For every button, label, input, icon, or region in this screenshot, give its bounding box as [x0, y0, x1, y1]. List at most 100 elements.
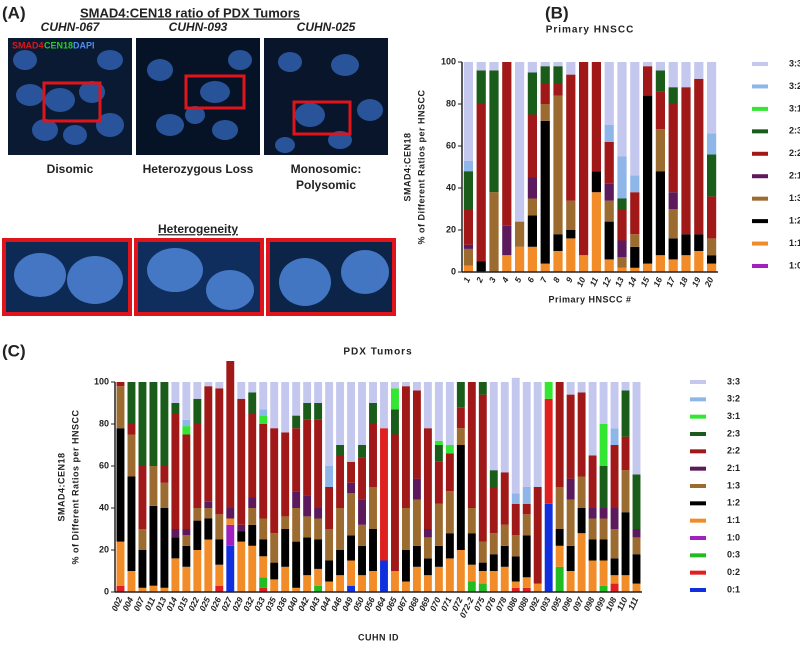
bar-segment [694, 251, 704, 272]
legend-label: 1:0 [727, 532, 740, 542]
y-tick-label: 100 [441, 56, 456, 66]
bar-segment [358, 499, 366, 525]
bar-segment [621, 390, 630, 437]
bar-segment [127, 424, 136, 435]
bar-segment [336, 455, 345, 508]
bar-segment [553, 251, 563, 272]
bar-segment [325, 529, 334, 561]
y-tick-label: 40 [446, 182, 456, 192]
bar-segment [522, 514, 531, 536]
bar-segment [401, 386, 410, 508]
bar-segment [655, 91, 666, 130]
legend-label: 1:3 [727, 480, 740, 490]
bar-segment [314, 403, 323, 420]
bar-segment [456, 382, 465, 408]
bar-segment [599, 466, 608, 508]
bar-segment [489, 470, 498, 487]
bar-segment [325, 487, 334, 529]
bar-segment [566, 200, 576, 230]
bar-segment [248, 413, 257, 498]
bar-segment [292, 382, 301, 416]
bar-segment [248, 545, 257, 592]
legend-swatch [690, 432, 706, 436]
bar-segment [577, 392, 586, 477]
legend-swatch [690, 501, 706, 506]
bar-segment [160, 587, 169, 592]
bar-segment [237, 382, 246, 399]
bar-segment [511, 556, 520, 582]
bar-segment [358, 382, 366, 445]
bar-segment [604, 221, 614, 260]
bar-segment [617, 240, 627, 258]
bar-segment [434, 566, 443, 592]
bar-segment [610, 428, 619, 445]
bar-segment [434, 461, 443, 504]
x-tick-label: 4 [499, 275, 511, 285]
bar-segment [182, 419, 191, 427]
bar-segment [193, 382, 202, 399]
bar-segment [588, 455, 597, 508]
bar-segment [358, 575, 366, 592]
legend-swatch [690, 570, 706, 575]
x-tick-label: 1 [461, 275, 472, 284]
bar-segment [401, 581, 410, 592]
bar-segment [160, 382, 169, 466]
bar-segment [511, 581, 520, 588]
bar-segment [511, 377, 520, 494]
legend-label: 3:1 [727, 411, 740, 421]
bar-segment [540, 263, 550, 272]
bar-segment [204, 539, 213, 592]
bar-segment [204, 518, 213, 540]
y-tick-label: 40 [99, 502, 109, 512]
legend-label: 3:2 [727, 394, 740, 404]
bar-segment [553, 66, 563, 83]
bar-segment [314, 518, 323, 540]
caption: Disomic [47, 162, 94, 176]
bar-segment [138, 466, 147, 529]
bar-segment [182, 566, 191, 592]
bar-segment [391, 409, 399, 435]
bar-segment [292, 508, 301, 542]
x-tick-label: 11 [587, 275, 600, 287]
bar-segment [599, 585, 608, 592]
bar-segment [553, 234, 563, 251]
bar-segment [467, 581, 476, 592]
bar-segment [591, 171, 602, 193]
bar-segment [182, 545, 191, 567]
x-tick-label: 9 [564, 275, 575, 284]
bar-segment [588, 539, 597, 561]
legend-swatch [752, 84, 768, 89]
bar-segment [149, 382, 158, 466]
bar-segment [116, 585, 125, 592]
bar-segment [502, 225, 512, 256]
bar-segment [617, 257, 627, 268]
bar-segment [160, 508, 169, 588]
bar-segment [566, 62, 576, 75]
legend-swatch [690, 466, 706, 471]
bar-segment [434, 503, 443, 546]
bar-segment [160, 482, 169, 508]
bar-segment [599, 560, 608, 586]
bar-segment [193, 508, 202, 521]
bar-segment [578, 62, 589, 256]
bar-segment [463, 265, 474, 272]
bar-segment [303, 495, 312, 517]
bar-segment [463, 209, 474, 245]
bar-segment [423, 529, 432, 538]
bar-segment [489, 571, 498, 592]
bar-segment [171, 382, 180, 403]
bar-segment [681, 62, 691, 88]
bar-segment [478, 583, 487, 592]
bar-segment [445, 558, 454, 592]
bar-segment [706, 255, 717, 264]
bar-segment [456, 445, 465, 550]
bar-segment [621, 512, 630, 576]
bar-segment [423, 428, 432, 529]
bar-segment [391, 571, 399, 592]
legend-label: 1:0 [789, 260, 800, 270]
bar-segment [630, 234, 640, 247]
bar-segment [127, 476, 136, 571]
y-tick-label: 20 [446, 224, 456, 234]
bar-segment [434, 382, 443, 441]
bar-segment [514, 62, 525, 222]
